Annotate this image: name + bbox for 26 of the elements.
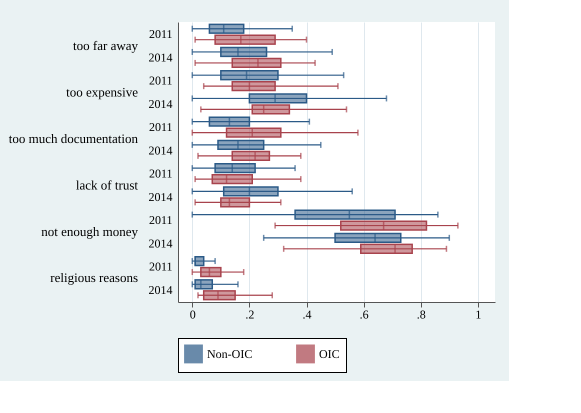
y-tick-label: 2014 [148, 50, 172, 64]
y-tick-label: 2014 [148, 236, 172, 250]
text: lack of trust [76, 177, 138, 192]
text: too expensive [66, 84, 138, 100]
y-tick-label: 2011 [148, 166, 172, 181]
x-tick-label: 1 [475, 308, 482, 322]
x-tick-label: .6 [360, 308, 369, 322]
y-tick-label: 2014 [148, 190, 172, 204]
x-tick-label: .2 [245, 308, 254, 322]
y-tick-label: 2011 [148, 213, 172, 228]
y-tick-label: 2011 [148, 74, 172, 88]
text: too far away [73, 38, 138, 53]
y-tick-label: 2011 [148, 27, 172, 42]
text: not enough money [41, 224, 138, 239]
text: religious reasons [50, 270, 138, 286]
y-tick-label: 2014 [148, 282, 172, 297]
y-tick-label: 2011 [148, 260, 172, 274]
x-tick-label: .8 [416, 308, 426, 322]
x-tick-label: .4 [302, 308, 312, 322]
legend-label: OIC [319, 346, 340, 361]
legend-label: Non-OIC [207, 346, 252, 361]
text: too much documentation [8, 130, 138, 146]
y-tick-label: 2014 [148, 96, 172, 111]
y-tick-label: 2011 [148, 120, 172, 134]
x-tick-label: 0 [190, 308, 196, 322]
y-tick-label: 2014 [148, 143, 172, 158]
